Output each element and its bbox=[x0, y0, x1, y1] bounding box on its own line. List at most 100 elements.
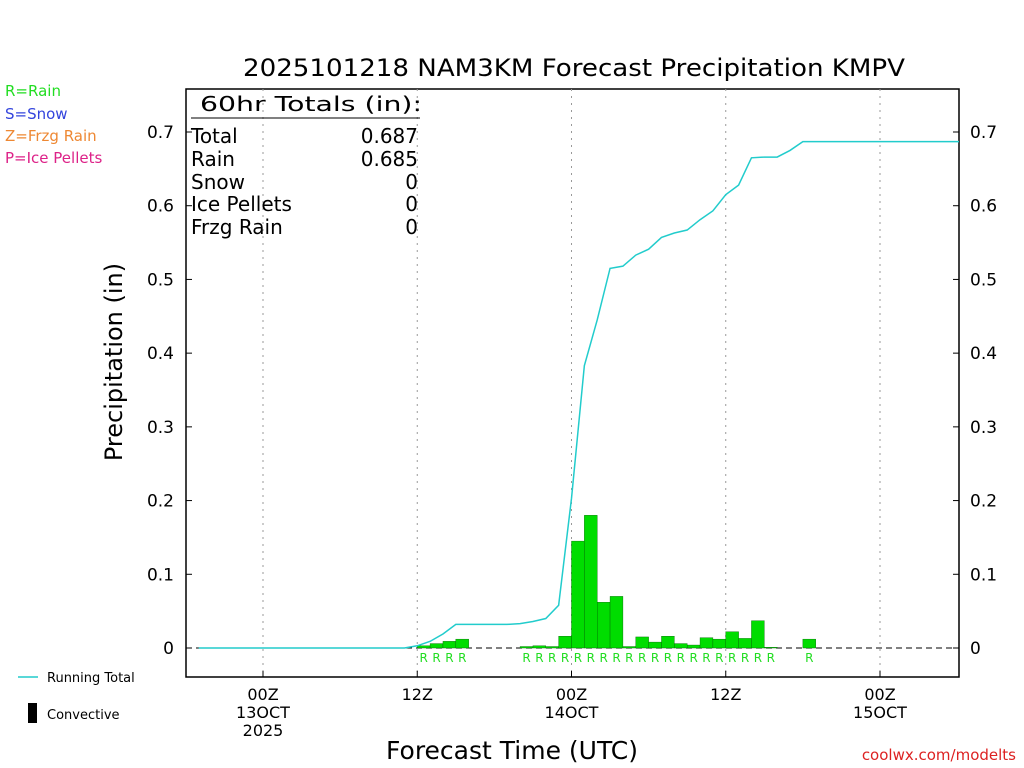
y-tick-label-right-1: 0.1 bbox=[970, 565, 997, 585]
totals-frzg-rain-value: 0 bbox=[405, 215, 418, 239]
x-axis-label: Forecast Time (UTC) bbox=[386, 736, 638, 765]
precip-bar-24 bbox=[802, 638, 816, 649]
y-tick-label-right-0: 0 bbox=[970, 639, 981, 659]
chart-title: 2025101218 NAM3KM Forecast Precipitation… bbox=[243, 54, 906, 82]
x-tick-label-3-0: 12Z bbox=[710, 685, 741, 704]
precip-type-code-4: R bbox=[522, 651, 530, 665]
y-tick-label-left-7: 0.7 bbox=[147, 123, 174, 143]
y-axis-ticks: 0 00.1 0.10.2 0.20.3 0.30.4 0.40.5 0.50.6 0.60.… bbox=[147, 123, 997, 659]
totals-frzg-rain-label: Frzg Rain bbox=[191, 215, 283, 239]
totals-ice-pellets-value: 0 bbox=[405, 192, 418, 216]
precip-type-code-23: R bbox=[767, 651, 775, 665]
running-total-series bbox=[198, 140, 959, 649]
x-tick-label-2-1: 14OCT bbox=[545, 703, 599, 722]
precip-type-code-5: R bbox=[535, 651, 543, 665]
x-tick-label-0-2: 2025 bbox=[243, 721, 284, 740]
legend-rain: R=Rain bbox=[5, 82, 61, 100]
totals-ice-pellets-label: Ice Pellets bbox=[191, 192, 292, 216]
precip-type-code-20: R bbox=[728, 651, 736, 665]
precip-bar-0 bbox=[417, 645, 431, 649]
precip-type-code-9: R bbox=[587, 651, 595, 665]
totals-rain-value: 0.685 bbox=[361, 147, 418, 171]
precip-bar-22 bbox=[751, 620, 765, 649]
precip-type-code-22: R bbox=[754, 651, 762, 665]
precip-type-code-0: R bbox=[420, 651, 428, 665]
precip-bar-16 bbox=[674, 643, 688, 649]
y-tick-label-left-1: 0.1 bbox=[147, 565, 174, 585]
y-tick-label-left-3: 0.3 bbox=[147, 418, 174, 438]
precip-type-code-13: R bbox=[638, 651, 646, 665]
precip-type-code-11: R bbox=[612, 651, 620, 665]
site-credit: coolwx.com/modelts bbox=[862, 746, 1016, 764]
precip-bar-7 bbox=[558, 636, 572, 649]
precip-bar-18 bbox=[699, 637, 714, 649]
precip-type-code-8: R bbox=[574, 651, 582, 665]
totals-snow-value: 0 bbox=[405, 170, 418, 194]
precip-bar-9 bbox=[584, 515, 598, 649]
x-tick-label-1-0: 12Z bbox=[402, 685, 433, 704]
grid-layer bbox=[262, 89, 881, 677]
y-tick-label-right-4: 0.4 bbox=[970, 344, 997, 364]
precip-bar-3 bbox=[455, 638, 469, 649]
x-tick-label-0-1: 13OCT bbox=[236, 703, 290, 722]
precip-type-code-2: R bbox=[445, 651, 453, 665]
precip-bar-12 bbox=[622, 646, 636, 649]
precip-bar-4 bbox=[519, 646, 534, 649]
series-legend: Running Total Convective bbox=[18, 671, 135, 723]
totals-box: 60hr Totals (in): Total 0.687 Rain 0.685… bbox=[190, 92, 422, 239]
totals-snow-label: Snow bbox=[191, 170, 245, 194]
precip-type-code-7: R bbox=[561, 651, 569, 665]
precip-bar-15 bbox=[661, 636, 675, 649]
precip-type-code-16: R bbox=[677, 651, 685, 665]
precip-bar-6 bbox=[545, 646, 559, 649]
precip-bar-21 bbox=[738, 638, 752, 649]
precip-type-code-14: R bbox=[651, 651, 659, 665]
precip-bar-13 bbox=[635, 636, 649, 649]
totals-heading: 60hr Totals (in): bbox=[200, 92, 422, 116]
precip-type-code-19: R bbox=[715, 651, 723, 665]
precip-type-code-6: R bbox=[548, 651, 556, 665]
precip-bar-2 bbox=[442, 641, 457, 649]
precip-bar-5 bbox=[532, 645, 546, 649]
running-total-line bbox=[198, 140, 959, 649]
x-tick-label-4-1: 15OCT bbox=[853, 703, 907, 722]
precip-bar-19 bbox=[712, 638, 726, 649]
totals-total-value: 0.687 bbox=[361, 124, 418, 148]
precip-bar-14 bbox=[648, 641, 662, 649]
hourly-precip-bars bbox=[417, 515, 816, 649]
legend-frzg-rain: Z=Frzg Rain bbox=[5, 127, 97, 145]
plot-frame bbox=[185, 88, 960, 678]
precip-bar-17 bbox=[686, 644, 701, 649]
y-tick-label-right-7: 0.7 bbox=[970, 123, 997, 143]
precip-type-code-17: R bbox=[689, 651, 697, 665]
precip-bar-23 bbox=[764, 647, 778, 649]
x-tick-label-2-0: 00Z bbox=[556, 685, 587, 704]
convective-legend-box bbox=[28, 703, 37, 723]
precip-bar-10 bbox=[597, 602, 611, 649]
totals-total-label: Total bbox=[190, 124, 238, 148]
precip-bar-8 bbox=[571, 540, 585, 649]
precip-type-code-15: R bbox=[664, 651, 672, 665]
precip-type-code-24: R bbox=[805, 651, 813, 665]
totals-rain-label: Rain bbox=[191, 147, 235, 171]
legend-ice-pellets: P=Ice Pellets bbox=[5, 149, 102, 167]
y-tick-label-right-2: 0.2 bbox=[970, 492, 997, 512]
legend-snow: S=Snow bbox=[5, 105, 68, 123]
y-tick-label-left-4: 0.4 bbox=[147, 344, 174, 364]
precip-type-code-10: R bbox=[599, 651, 607, 665]
precip-bar-1 bbox=[429, 643, 444, 649]
y-tick-label-right-3: 0.3 bbox=[970, 418, 997, 438]
precip-type-code-18: R bbox=[702, 651, 710, 665]
precip-bar-20 bbox=[725, 631, 739, 649]
precip-type-code-1: R bbox=[432, 651, 440, 665]
precip-bar-11 bbox=[609, 596, 624, 649]
precip-type-code-3: R bbox=[458, 651, 466, 665]
y-tick-label-left-2: 0.2 bbox=[147, 492, 174, 512]
y-tick-label-left-5: 0.5 bbox=[147, 270, 174, 290]
running-total-legend-label: Running Total bbox=[47, 671, 135, 686]
convective-legend-label: Convective bbox=[47, 708, 120, 723]
